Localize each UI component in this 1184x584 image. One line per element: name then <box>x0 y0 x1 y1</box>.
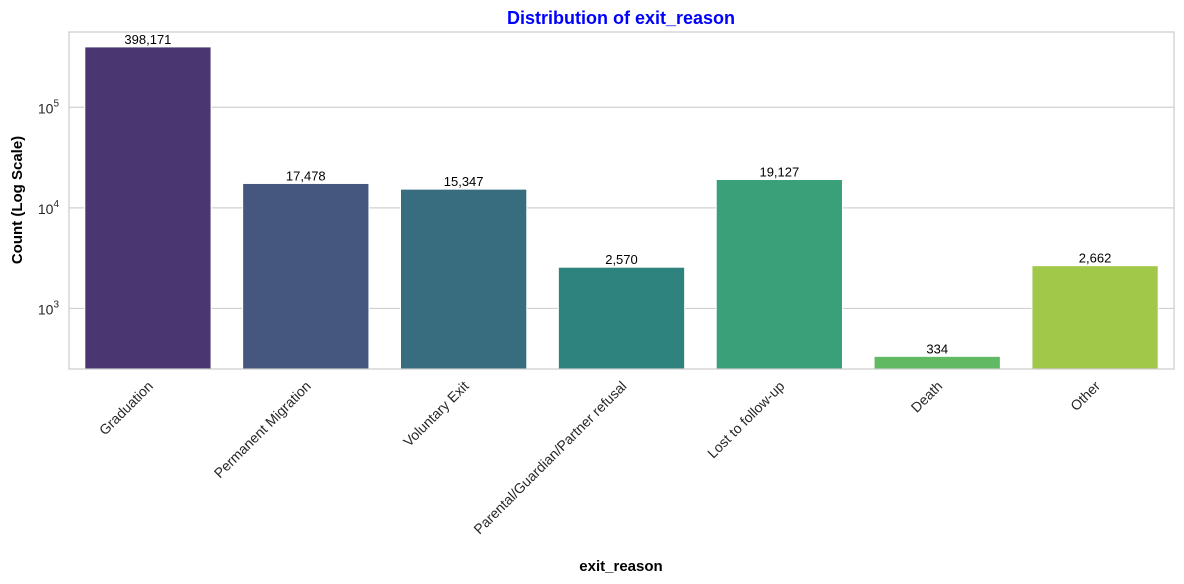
data-label-0: 398,171 <box>124 32 171 47</box>
x-tick-label-3: Parental/Guardian/Partner refusal <box>470 378 629 537</box>
bar-1 <box>242 182 370 370</box>
y-tick-label-2: 105 <box>38 98 60 116</box>
data-labels: 398,171 17,478 15,347 2,570 19,127 334 2,662 <box>124 32 1111 356</box>
y-axis-ticks: 103 104 105 <box>38 98 60 317</box>
data-label-2: 15,347 <box>444 174 484 189</box>
y-tick-label-0: 103 <box>38 299 60 317</box>
bar-2 <box>400 188 528 370</box>
x-tick-label-5: Death <box>908 378 946 416</box>
bar-3 <box>557 266 686 370</box>
bar-6 <box>1031 265 1159 370</box>
x-axis-ticks: Graduation Permanent Migration Voluntary E… <box>96 378 1104 538</box>
y-tick-label-1: 104 <box>38 199 60 217</box>
data-label-6: 2,662 <box>1079 251 1112 266</box>
x-tick-label-4: Lost to follow-up <box>704 378 788 462</box>
x-tick-label-0: Graduation <box>96 378 156 438</box>
data-label-4: 19,127 <box>759 165 799 180</box>
chart-title: Distribution of exit_reason <box>507 8 735 28</box>
x-tick-label-2: Voluntary Exit <box>400 378 472 450</box>
x-tick-label-1: Permanent Migration <box>211 378 314 481</box>
bar-0 <box>84 46 212 370</box>
data-label-3: 2,570 <box>605 252 638 267</box>
bar-5 <box>873 355 1001 370</box>
bars <box>84 46 1159 370</box>
data-label-1: 17,478 <box>286 168 326 183</box>
plot-frame <box>68 31 1175 370</box>
bar-4 <box>715 179 844 370</box>
y-axis-label: Count (Log Scale) <box>9 136 26 264</box>
x-tick-label-6: Other <box>1067 378 1103 414</box>
x-axis-label: exit_reason <box>579 558 662 575</box>
data-label-5: 334 <box>926 341 948 356</box>
